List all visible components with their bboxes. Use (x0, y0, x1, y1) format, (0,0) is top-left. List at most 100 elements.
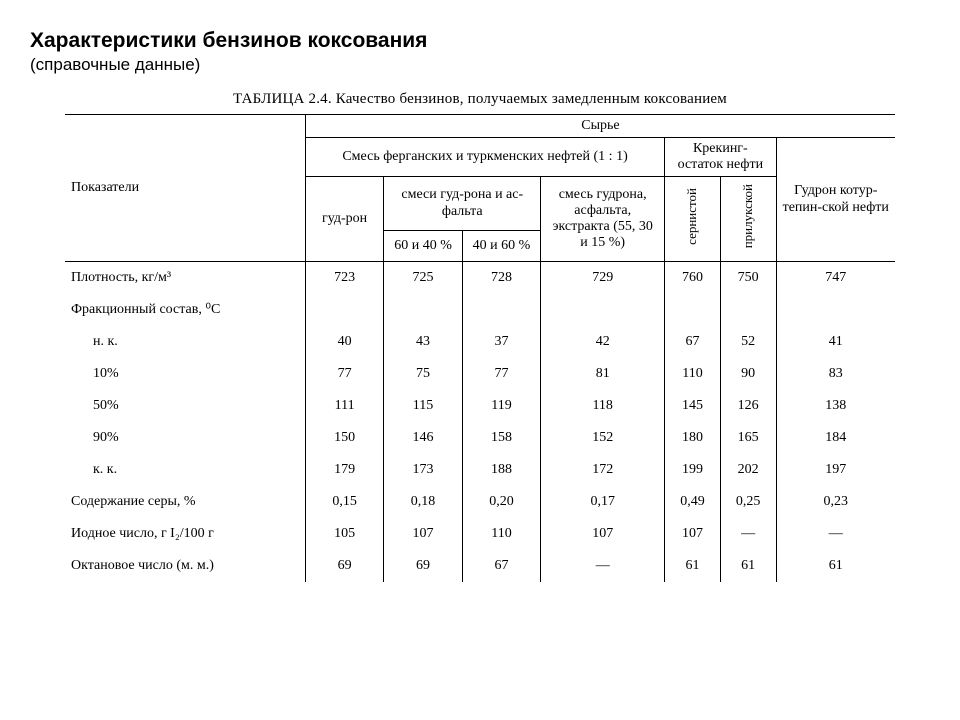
col-cracking-residue: Крекинг-остаток нефти (665, 138, 776, 177)
row-label: 50% (65, 390, 305, 422)
cell: 61 (776, 550, 895, 582)
cell: 69 (305, 550, 383, 582)
table-head: Показатели Сырье Смесь ферганских и турк… (65, 115, 895, 262)
page: Характеристики бензинов коксования (спра… (0, 0, 960, 582)
cell: — (720, 518, 776, 550)
cell: 150 (305, 422, 383, 454)
row-label: 90% (65, 422, 305, 454)
cell: 52 (720, 326, 776, 358)
cell: 165 (720, 422, 776, 454)
col-sulfurous-label: сернистой (685, 184, 699, 249)
col-kotur-tepa: Гудрон котур-тепин-ской нефти (776, 138, 895, 262)
cell: 0,23 (776, 486, 895, 518)
cell (720, 294, 776, 326)
cell: — (776, 518, 895, 550)
cell: 0,49 (665, 486, 721, 518)
cell (384, 294, 462, 326)
cell: — (541, 550, 665, 582)
cell: 61 (720, 550, 776, 582)
col-indicators: Показатели (65, 115, 305, 262)
cell: 172 (541, 454, 665, 486)
cell: 199 (665, 454, 721, 486)
cell: 107 (384, 518, 462, 550)
table-row: 90% 150 146 158 152 180 165 184 (65, 422, 895, 454)
cell: 67 (462, 550, 540, 582)
cell: 723 (305, 261, 383, 294)
table-row: 10% 77 75 77 81 110 90 83 (65, 358, 895, 390)
col-gudron-asphalt-extract: смесь гудрона, асфальта, экстракта (55, … (541, 177, 665, 261)
col-fergana-turkmen: Смесь ферганских и туркменских нефтей (1… (305, 138, 664, 177)
cell: 202 (720, 454, 776, 486)
cell: 180 (665, 422, 721, 454)
cell: 0,18 (384, 486, 462, 518)
cell (305, 294, 383, 326)
row-label: 10% (65, 358, 305, 390)
cell: 69 (384, 550, 462, 582)
table-row: Содержание серы, % 0,15 0,18 0,20 0,17 0… (65, 486, 895, 518)
table-row: к. к. 179 173 188 172 199 202 197 (65, 454, 895, 486)
row-label: Плотность, кг/м³ (65, 261, 305, 294)
cell: 107 (665, 518, 721, 550)
cell: 152 (541, 422, 665, 454)
cell: 40 (305, 326, 383, 358)
cell: 115 (384, 390, 462, 422)
table-row: Октановое число (м. м.) 69 69 67 — 61 61… (65, 550, 895, 582)
row-label: к. к. (65, 454, 305, 486)
cell: 188 (462, 454, 540, 486)
cell: 184 (776, 422, 895, 454)
col-feedstock: Сырье (305, 115, 895, 138)
cell: 110 (462, 518, 540, 550)
col-gudron: гуд-рон (305, 177, 383, 261)
cell: 729 (541, 261, 665, 294)
cell: 119 (462, 390, 540, 422)
col-40-60: 40 и 60 % (462, 230, 540, 261)
cell: 0,20 (462, 486, 540, 518)
cell: 145 (665, 390, 721, 422)
table-row: Иодное число, г I₂/100 г 105 107 110 107… (65, 518, 895, 550)
row-label: Октановое число (м. м.) (65, 550, 305, 582)
cell: 747 (776, 261, 895, 294)
page-subtitle: (справочные данные) (30, 55, 930, 75)
cell: 179 (305, 454, 383, 486)
cell: 90 (720, 358, 776, 390)
row-label: н. к. (65, 326, 305, 358)
cell: 111 (305, 390, 383, 422)
col-priluk-label: прилукской (741, 180, 755, 252)
cell: 77 (462, 358, 540, 390)
cell (541, 294, 665, 326)
row-label: Содержание серы, % (65, 486, 305, 518)
cell: 158 (462, 422, 540, 454)
col-sulfurous: сернистой (665, 177, 721, 261)
cell: 81 (541, 358, 665, 390)
table-row: н. к. 40 43 37 42 67 52 41 (65, 326, 895, 358)
cell: 0,15 (305, 486, 383, 518)
cell (462, 294, 540, 326)
page-title: Характеристики бензинов коксования (30, 28, 930, 53)
cell: 138 (776, 390, 895, 422)
table-row: Фракционный состав, ⁰С (65, 294, 895, 326)
cell: 118 (541, 390, 665, 422)
col-60-40: 60 и 40 % (384, 230, 462, 261)
cell: 107 (541, 518, 665, 550)
caption-rest: Качество бензинов, получаемых замедленны… (332, 91, 727, 107)
col-gudron-asphalt: смеси гуд-рона и ас-фальта (384, 177, 541, 230)
cell: 67 (665, 326, 721, 358)
cell: 750 (720, 261, 776, 294)
table-row: 50% 111 115 119 118 145 126 138 (65, 390, 895, 422)
row-label: Иодное число, г I₂/100 г (65, 518, 305, 550)
table-body: Плотность, кг/м³ 723 725 728 729 760 750… (65, 261, 895, 582)
caption-prefix: ТАБЛИЦА 2.4. (233, 91, 332, 107)
cell: 728 (462, 261, 540, 294)
cell: 105 (305, 518, 383, 550)
cell: 37 (462, 326, 540, 358)
cell: 77 (305, 358, 383, 390)
cell: 760 (665, 261, 721, 294)
table-caption: ТАБЛИЦА 2.4. Качество бензинов, получаем… (30, 91, 930, 108)
cell: 75 (384, 358, 462, 390)
cell: 110 (665, 358, 721, 390)
cell: 126 (720, 390, 776, 422)
cell (665, 294, 721, 326)
cell: 197 (776, 454, 895, 486)
cell: 83 (776, 358, 895, 390)
cell (776, 294, 895, 326)
